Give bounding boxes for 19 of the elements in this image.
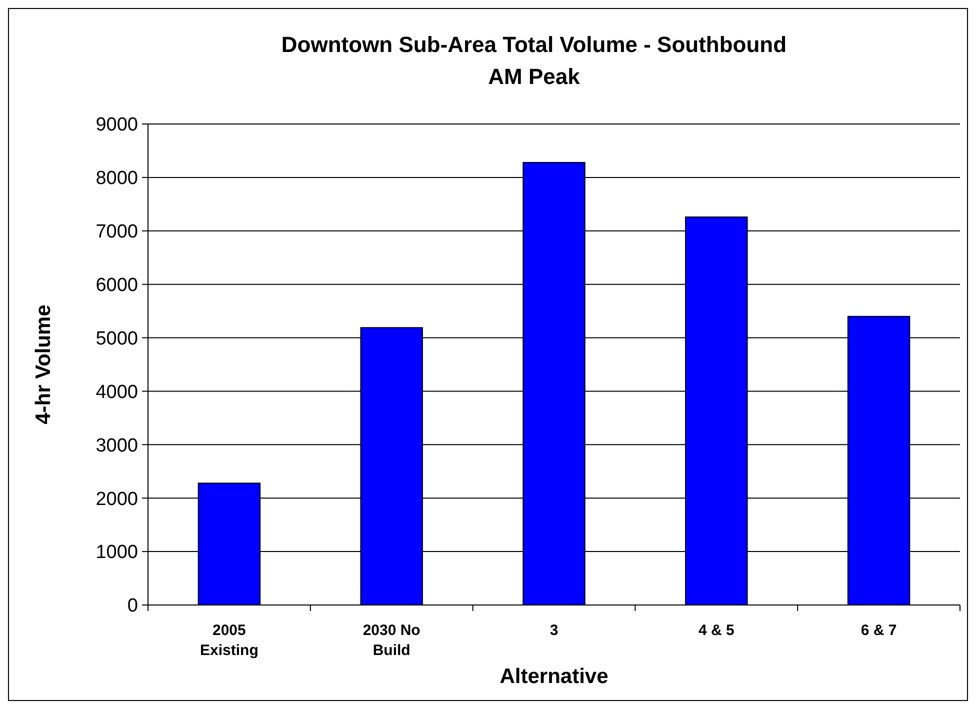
x-tick-label: 2005 Existing <box>200 622 258 659</box>
y-tick-label: 4000 <box>96 382 138 403</box>
x-tick-label: 2030 No Build <box>362 622 420 659</box>
y-tick-label: 9000 <box>96 114 138 136</box>
y-tick-label: 8000 <box>96 168 138 190</box>
y-tick-label: 6000 <box>96 274 138 296</box>
y-tick-label: 1000 <box>96 542 138 564</box>
y-tick-label: 5000 <box>96 328 138 350</box>
chart-title: Downtown Sub-Area Total Volume - Southbound <box>281 32 787 57</box>
y-tick-label: 0 <box>127 596 138 617</box>
x-tick-label: 4 & 5 <box>698 622 734 639</box>
y-axis-title: 4-hr Volume <box>32 304 55 424</box>
x-tick-label: 3 <box>550 622 558 639</box>
y-tick-label: 3000 <box>96 435 138 456</box>
y-tick-label: 7000 <box>96 222 138 243</box>
y-tick-label: 2000 <box>96 488 138 510</box>
x-axis-title: Alternative <box>500 665 608 688</box>
chart-subtitle: AM Peak <box>488 64 581 89</box>
x-tick-label: 6 & 7 <box>860 622 897 639</box>
